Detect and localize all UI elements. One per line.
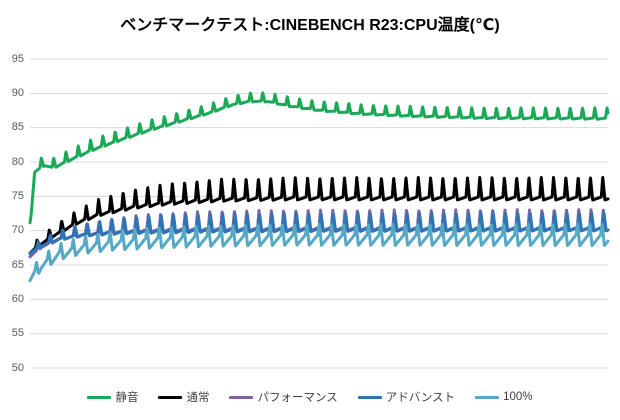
y-tick-label-75: 75: [11, 189, 24, 202]
legend-label-advanced: アドバンスト: [385, 392, 456, 404]
series-line-normal: [28, 176, 610, 255]
legend-swatch-advanced: [357, 395, 382, 399]
legend-item-performance: パフォーマンス: [229, 389, 338, 405]
series-line-full-speed: [28, 222, 610, 283]
legend-label-quiet: 静音: [115, 392, 139, 404]
series-line-quiet: [28, 91, 610, 225]
y-tick-label-50: 50: [11, 361, 24, 374]
legend-item-advanced: アドバンスト: [357, 389, 456, 405]
legend-label-full-speed: 100%: [503, 391, 533, 403]
chart-title: ベンチマークテスト:CINEBENCH R23:CPU温度(℃): [120, 17, 500, 34]
legend-item-quiet: 静音: [87, 389, 138, 405]
y-tick-label-90: 90: [11, 86, 24, 99]
legend-label-normal: 通常: [186, 392, 210, 404]
legend-swatch-full-speed: [475, 395, 500, 399]
legend-label-performance: パフォーマンス: [257, 392, 338, 404]
y-tick-label-60: 60: [11, 292, 24, 305]
legend-swatch-normal: [158, 395, 183, 399]
legend-item-full-speed: 100%: [475, 391, 533, 403]
y-tick-label-80: 80: [11, 155, 24, 168]
y-tick-label-70: 70: [11, 224, 24, 237]
y-tick-label-65: 65: [11, 258, 24, 271]
y-tick-label-85: 85: [11, 121, 24, 134]
legend-swatch-performance: [229, 395, 254, 399]
y-tick-label-95: 95: [11, 52, 24, 65]
legend-swatch-quiet: [87, 395, 112, 399]
legend-item-normal: 通常: [158, 389, 209, 405]
y-tick-label-55: 55: [11, 327, 24, 340]
legend: 静音 通常 パフォーマンス アドバンスト 100%: [0, 389, 620, 405]
